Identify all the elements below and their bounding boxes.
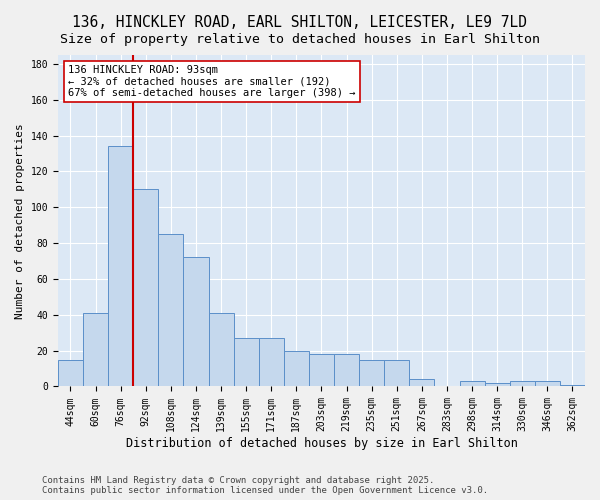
Bar	[184, 258, 209, 386]
Y-axis label: Number of detached properties: Number of detached properties	[15, 123, 25, 318]
Bar	[460, 381, 485, 386]
Bar	[133, 190, 158, 386]
Bar	[535, 381, 560, 386]
Bar	[309, 354, 334, 386]
Bar	[384, 360, 409, 386]
Bar	[58, 360, 83, 386]
Text: 136, HINCKLEY ROAD, EARL SHILTON, LEICESTER, LE9 7LD: 136, HINCKLEY ROAD, EARL SHILTON, LEICES…	[73, 15, 527, 30]
Bar	[209, 313, 233, 386]
Bar	[83, 313, 108, 386]
Bar	[158, 234, 184, 386]
X-axis label: Distribution of detached houses by size in Earl Shilton: Distribution of detached houses by size …	[125, 437, 517, 450]
Bar	[409, 380, 434, 386]
Bar	[485, 383, 510, 386]
Bar	[510, 381, 535, 386]
Bar	[259, 338, 284, 386]
Bar	[233, 338, 259, 386]
Text: Size of property relative to detached houses in Earl Shilton: Size of property relative to detached ho…	[60, 32, 540, 46]
Text: Contains HM Land Registry data © Crown copyright and database right 2025.
Contai: Contains HM Land Registry data © Crown c…	[42, 476, 488, 495]
Text: 136 HINCKLEY ROAD: 93sqm
← 32% of detached houses are smaller (192)
67% of semi-: 136 HINCKLEY ROAD: 93sqm ← 32% of detach…	[68, 65, 356, 98]
Bar	[108, 146, 133, 386]
Bar	[334, 354, 359, 386]
Bar	[560, 384, 585, 386]
Bar	[284, 350, 309, 386]
Bar	[359, 360, 384, 386]
